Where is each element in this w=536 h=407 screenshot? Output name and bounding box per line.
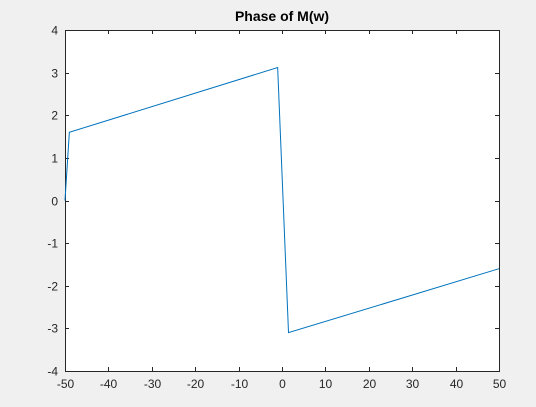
x-tick-label: -10 [231, 377, 249, 391]
x-tick-label: -40 [100, 377, 118, 391]
x-tick-label: 0 [279, 377, 286, 391]
y-tick-label: 3 [51, 67, 58, 81]
x-tick-label: 40 [450, 377, 464, 391]
x-tick-label: -50 [57, 377, 75, 391]
y-tick-label: -3 [47, 322, 58, 336]
y-tick-label: 0 [51, 195, 58, 209]
axes-background [65, 30, 499, 371]
y-tick-label: 1 [51, 152, 58, 166]
x-tick-label: -30 [144, 377, 162, 391]
y-tick-label: 4 [51, 24, 58, 38]
x-tick-label: 50 [493, 377, 507, 391]
y-tick-label: -2 [47, 280, 58, 294]
series-line [64, 66, 500, 334]
x-tick-label: 30 [406, 377, 420, 391]
y-tick-label: -4 [47, 365, 58, 379]
x-tick-label: -20 [187, 377, 205, 391]
y-tick-label: -1 [47, 237, 58, 251]
y-tick-label: 2 [51, 109, 58, 123]
x-tick-label: 10 [319, 377, 333, 391]
series-layer [64, 66, 500, 334]
chart-title: Phase of M(w) [235, 8, 329, 24]
x-tick-label: 20 [363, 377, 377, 391]
